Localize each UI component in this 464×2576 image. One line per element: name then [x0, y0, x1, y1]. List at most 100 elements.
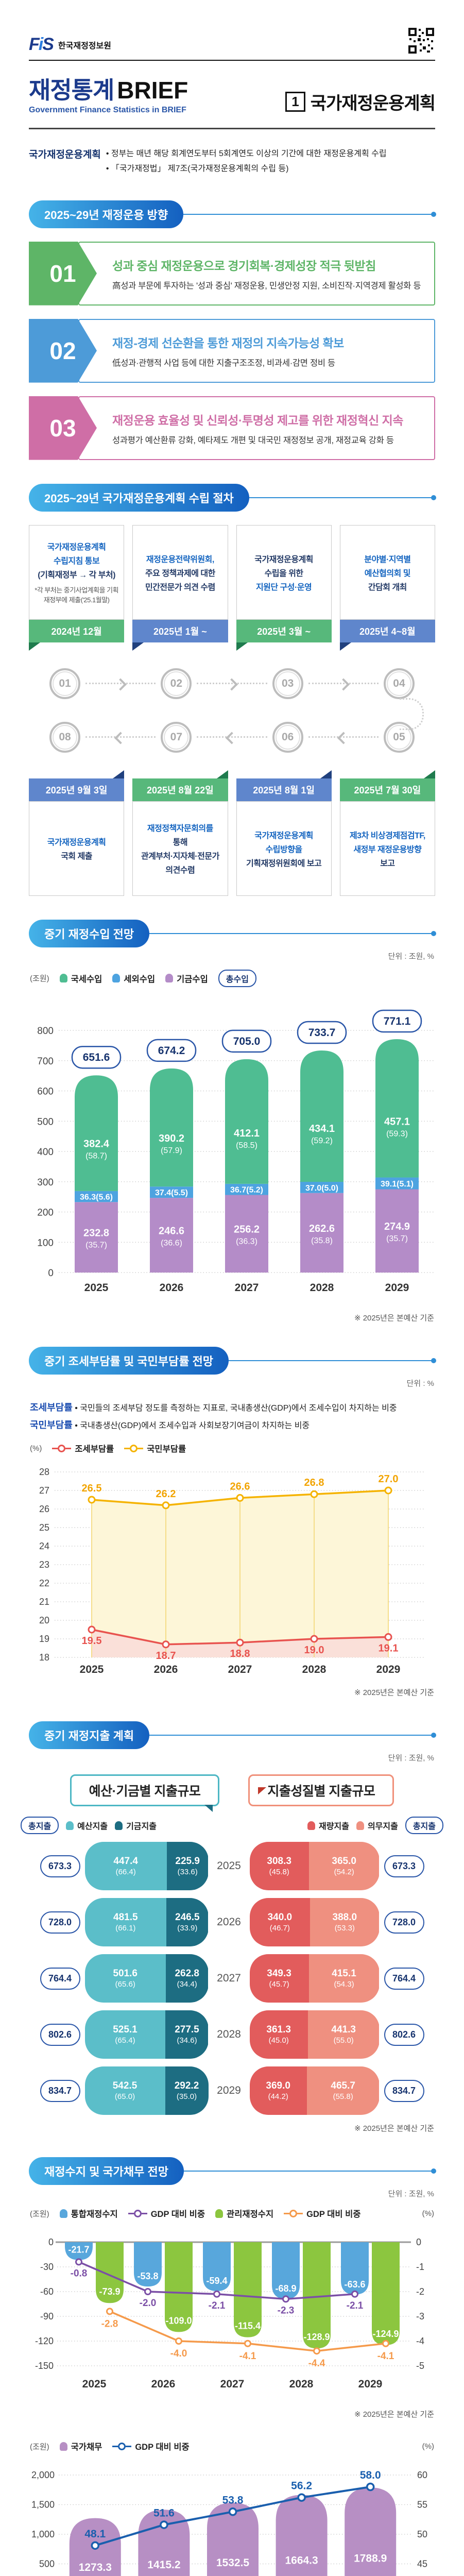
procedure-card-note: *각 부처는 중기사업계획을 기획재정부에 제출('25.1월말) — [35, 586, 119, 604]
segment-value: 340.0 — [267, 1912, 293, 1923]
discretionary-segment: 361.3 (45.0) — [249, 2010, 308, 2059]
nature-capsule: 308.3 (45.8) 365.0 (54.2) — [249, 1842, 380, 1891]
segment-value: 225.9 — [175, 1856, 200, 1867]
brief-title: 재정통계 BRIEF Government Finance Statistics … — [29, 78, 188, 114]
expenditure-row-2025: 673.3 447.4 (66.4) 225.9 (33.6) 2025 308.3 (45.… — [0, 1842, 464, 1891]
svg-text:26.8: 26.8 — [304, 1478, 324, 1489]
legend-budget: 예산지출 — [66, 1819, 108, 1832]
fold-icon — [236, 642, 248, 651]
svg-text:-21.7: -21.7 — [68, 2245, 89, 2255]
direction-item-03: 03 재정운용 효율성 및 신뢰성·투명성 제고를 위한 재정혁신 지속 성과평가 … — [29, 396, 435, 460]
svg-text:37.4(5.5): 37.4(5.5) — [155, 1189, 188, 1197]
subheader-by-nature: 지출성질별 지출규모 — [248, 1774, 394, 1807]
segment-value: 415.1 — [332, 1968, 356, 1979]
blue-dot-icon — [59, 2209, 67, 2218]
segment-share: (54.2) — [334, 1867, 354, 1876]
svg-text:1664.3: 1664.3 — [285, 2555, 318, 2567]
orange-line-marker-icon — [284, 2209, 303, 2217]
procedure-card-line: 제3차 비상경제점검TF, — [349, 831, 425, 840]
burden-legend: (%) 조세부담률 국민부담률 — [30, 1442, 434, 1454]
section-title: 중기 재정지출 계획 — [29, 1721, 150, 1750]
section-burden: 중기 조세부담률 및 국민부담률 전망 단위 : % 조세부담률 • 국민들의 … — [0, 1346, 464, 1698]
svg-text:2028: 2028 — [310, 1282, 334, 1294]
svg-text:733.7: 733.7 — [308, 1027, 336, 1039]
blue-line-marker-icon — [112, 2442, 132, 2450]
svg-text:2027: 2027 — [228, 1664, 252, 1675]
procedure-card-line: 국가재정운용계획 — [47, 838, 106, 848]
svg-text:-4.4: -4.4 — [308, 2359, 325, 2369]
green-dot-icon — [215, 2209, 224, 2218]
procedure-card-line: 주요 정책과제에 대한 — [145, 569, 215, 578]
section-procedure: 2025~29년 국가재정운용계획 수립 절차 국가재정운용계획 수립지침 통보(… — [0, 483, 464, 896]
direction-item-02: 02 재정-경제 선순환을 통한 재정의 지속가능성 확보 低성과·관행적 사업 등… — [29, 318, 435, 383]
nature-capsule: 369.0 (44.2) 465.7 (55.8) — [249, 2066, 380, 2115]
header-divider — [29, 60, 435, 61]
fold-icon — [132, 642, 144, 651]
svg-text:19.1: 19.1 — [379, 1643, 399, 1654]
budget-segment: 525.1 (65.4) — [84, 2010, 166, 2059]
svg-text:25: 25 — [39, 1522, 49, 1533]
intro-line-1: • 정부는 매년 해당 회계연도부터 5회계연도 이상의 기간에 대한 재정운용… — [106, 149, 387, 158]
definition-national-burden: 국민부담률 • 국내총생산(GDP)에서 조세수입과 사회보장기여금이 차지하는… — [30, 1419, 310, 1430]
total-callout: 673.3 — [384, 1855, 424, 1877]
org-name: 한국재정정보원 — [58, 41, 111, 50]
svg-text:18: 18 — [39, 1652, 49, 1663]
svg-text:48.1: 48.1 — [84, 2528, 106, 2540]
svg-text:2027: 2027 — [220, 2378, 245, 2390]
fold-icon — [424, 770, 435, 778]
expenditure-rows: 673.3 447.4 (66.4) 225.9 (33.6) 2025 308.3 (45.… — [0, 1842, 464, 2115]
timeline-step-08: 08 — [49, 721, 80, 753]
direction-title: 성과 중심 재정운용으로 경기회복·경제성장 적극 뒷받침 — [112, 259, 376, 273]
procedure-card: 2025년 8월 1일 국가재정운용계획 수립방향을 기획재정위원회에 보고 — [236, 770, 332, 896]
direction-box: 재정-경제 선순환을 통한 재정의 지속가능성 확보 低성과·관행적 사업 등에 … — [78, 318, 435, 383]
expenditure-year: 2028 — [217, 2028, 241, 2041]
svg-text:2029: 2029 — [358, 2378, 383, 2390]
svg-text:771.1: 771.1 — [384, 1015, 411, 1027]
segment-share: (45.7) — [269, 1979, 289, 1989]
segment-value: 365.0 — [332, 1856, 356, 1867]
svg-text:2028: 2028 — [302, 1664, 326, 1675]
segment-share: (34.6) — [177, 2036, 197, 2045]
legend-national-rate: 국민부담률 — [124, 1442, 186, 1454]
direction-desc: 성과평가 예산환류 강화, 예타제도 개편 및 대국민 재정정보 공개, 재정교… — [112, 435, 394, 445]
revenue-legend: (조원) 국세수입 세외수입 기금수입 총수입 — [30, 969, 434, 987]
svg-text:300: 300 — [37, 1177, 54, 1188]
svg-text:674.2: 674.2 — [158, 1045, 185, 1057]
svg-text:705.0: 705.0 — [233, 1035, 261, 1047]
expenditure-year: 2027 — [217, 1972, 241, 1985]
procedure-card: 분야별·지역별 예산협의회 및 간담회 개최 2025년 4~8월 — [339, 524, 435, 651]
legend-national-tax: 국세수입 — [59, 972, 102, 985]
fiscal-balance-chart: -30 -60 -90 -120 -150 0 0 -1 -2 -3 -4 -5 -21.7 -73.9 2… — [35, 2237, 424, 2390]
svg-text:26.6: 26.6 — [230, 1481, 250, 1493]
title-subtitle: Government Finance Statistics in BRIEF — [29, 106, 186, 114]
intro-line-2: • 「국가재정법」 제7조(국가재정운용계획의 수립 등) — [106, 164, 289, 173]
segment-share: (55.8) — [333, 2092, 353, 2101]
svg-text:246.6: 246.6 — [159, 1225, 184, 1236]
procedure-card-line: 의견수렴 — [165, 866, 195, 875]
fis-logo-mark: FiS — [29, 35, 54, 54]
legend-fund-exp: 기금지출 — [115, 1819, 157, 1832]
svg-text:-115.4: -115.4 — [235, 2321, 261, 2331]
discretionary-segment: 308.3 (45.8) — [249, 1842, 309, 1891]
svg-text:-1: -1 — [416, 2262, 424, 2272]
svg-text:2026: 2026 — [151, 2378, 176, 2390]
svg-text:500: 500 — [39, 2559, 55, 2569]
segment-value: 308.3 — [267, 1856, 291, 1867]
svg-text:100: 100 — [37, 1238, 54, 1248]
intro: 국가재정운용계획 • 정부는 매년 해당 회계연도부터 5회계연도 이상의 기간… — [0, 129, 464, 177]
svg-text:-2.8: -2.8 — [101, 2319, 118, 2330]
svg-text:19.0: 19.0 — [304, 1645, 324, 1656]
total-callout: 802.6 — [40, 2023, 80, 2046]
section-title: 중기 조세부담률 및 국민부담률 전망 — [29, 1346, 229, 1375]
svg-text:21: 21 — [39, 1597, 49, 1607]
axis-label: (조원) — [30, 2442, 49, 2451]
timeline-curve — [400, 698, 424, 730]
purple-dot-icon — [59, 2442, 67, 2451]
expenditure-subheaders: 예산·기금별 지출규모 지출성질별 지출규모 — [0, 1774, 464, 1812]
svg-text:(57.9): (57.9) — [161, 1146, 182, 1155]
svg-text:-150: -150 — [35, 2361, 54, 2371]
segment-value: 277.5 — [175, 2024, 199, 2036]
procedure-card-line: 재정정책자문회의를 — [147, 824, 213, 834]
title-ko: 재정통계 — [29, 77, 114, 104]
svg-text:-2.0: -2.0 — [140, 2298, 157, 2309]
